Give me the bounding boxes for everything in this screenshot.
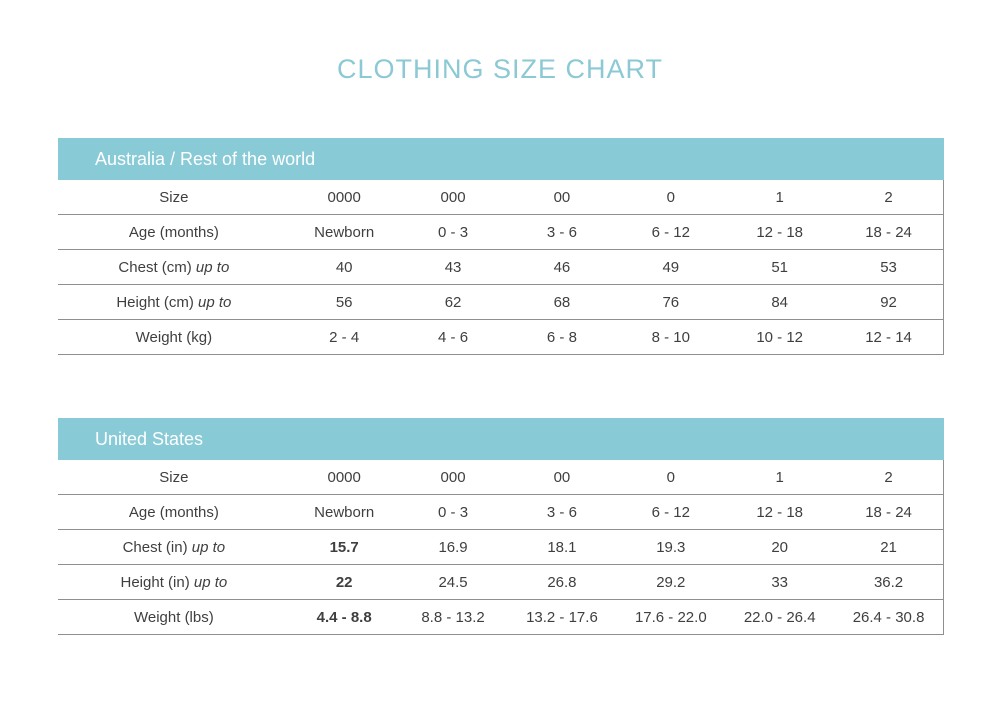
value-cell: 20 (771, 538, 789, 556)
value-cell: 8.8 - 13.2 (421, 608, 485, 626)
table-row: Chest (cm) up to 40 43 46 49 51 53 (58, 250, 943, 285)
value-cell: 56 (335, 293, 353, 311)
value-cell: 92 (880, 293, 897, 311)
value-cell: 6 - 12 (651, 503, 690, 521)
value-cell: 6 - 12 (651, 223, 690, 241)
value-cell: 18.1 (547, 538, 577, 556)
value-cell: 4.4 - 8.8 (316, 608, 372, 626)
value-cell: Newborn (314, 503, 375, 521)
value-cell: 2 (884, 188, 893, 206)
value-cell: 0 - 3 (438, 503, 469, 521)
value-cell: 68 (553, 293, 571, 311)
value-cell: 33 (771, 573, 789, 591)
value-cell: 3 - 6 (546, 503, 577, 521)
value-cell: 22.0 - 26.4 (743, 608, 816, 626)
row-label: Height (in) up to (120, 573, 228, 591)
value-cell: 000 (440, 468, 466, 486)
value-cell: 00 (553, 468, 571, 486)
value-cell: 3 - 6 (546, 223, 577, 241)
value-cell: 6 - 8 (546, 328, 577, 346)
value-cell: 0 (666, 468, 675, 486)
value-cell: 53 (880, 258, 897, 276)
value-cell: Newborn (314, 223, 375, 241)
value-cell: 0 - 3 (438, 223, 469, 241)
table-row: Height (in) up to 22 24.5 26.8 29.2 33 36.2 (58, 565, 943, 600)
row-label: Age (months) (128, 223, 219, 241)
row-label: Chest (in) up to (122, 538, 226, 556)
value-cell: 84 (771, 293, 789, 311)
value-cell: 51 (771, 258, 789, 276)
value-cell: 4 - 6 (438, 328, 469, 346)
table-australia: Australia / Rest of the world Size 0000 00… (58, 138, 944, 355)
value-cell: 46 (553, 258, 571, 276)
value-cell: 12 - 18 (756, 223, 804, 241)
value-cell: 43 (444, 258, 462, 276)
value-cell: 22 (335, 573, 353, 591)
value-cell: 1 (775, 188, 784, 206)
value-cell: 62 (444, 293, 462, 311)
table-row: Size 0000 000 00 0 1 2 (58, 180, 943, 215)
row-label: Weight (kg) (135, 328, 213, 346)
value-cell: 36.2 (873, 573, 904, 591)
region-band-australia: Australia / Rest of the world (58, 138, 944, 180)
row-label: Weight (lbs) (133, 608, 214, 626)
value-cell: 15.7 (329, 538, 359, 556)
table-rows-australia: Size 0000 000 00 0 1 2 Age (months) Newborn 0 - 3… (58, 180, 944, 355)
row-label: Size (159, 468, 189, 486)
row-label: Age (months) (128, 503, 219, 521)
row-label: Chest (cm) up to (118, 258, 230, 276)
region-band-united-states: United States (58, 418, 944, 460)
value-cell: 17.6 - 22.0 (634, 608, 707, 626)
table-row: Weight (lbs) 4.4 - 8.8 8.8 - 13.2 13.2 - 17… (58, 600, 943, 635)
table-row: Weight (kg) 2 - 4 4 - 6 6 - 8 8 - 10 10 - 12 1… (58, 320, 943, 355)
row-label: Size (159, 188, 189, 206)
value-cell: 76 (662, 293, 680, 311)
value-cell: 10 - 12 (756, 328, 804, 346)
value-cell: 2 (884, 468, 893, 486)
value-cell: 13.2 - 17.6 (526, 608, 598, 626)
value-cell: 000 (440, 188, 466, 206)
value-cell: 19.3 (656, 538, 686, 556)
value-cell: 21 (880, 538, 897, 556)
table-row: Age (months) Newborn 0 - 3 3 - 6 6 - 12 12 - … (58, 215, 943, 250)
table-row: Age (months) Newborn 0 - 3 3 - 6 6 - 12 12 - … (58, 495, 943, 530)
value-cell: 26.4 - 30.8 (852, 608, 925, 626)
table-row: Chest (in) up to 15.7 16.9 18.1 19.3 20 21 (58, 530, 943, 565)
value-cell: 40 (335, 258, 353, 276)
value-cell: 16.9 (438, 538, 468, 556)
value-cell: 26.8 (547, 573, 577, 591)
value-cell: 2 - 4 (329, 328, 360, 346)
table-rows-united-states: Size 0000 000 00 0 1 2 Age (months) Newborn 0 - 3… (58, 460, 944, 635)
table-row: Height (cm) up to 56 62 68 76 84 92 (58, 285, 943, 320)
value-cell: 12 - 14 (865, 328, 912, 346)
table-united-states: United States Size 0000 000 00 0 1 2 Age (month… (58, 418, 944, 635)
row-label: Height (cm) up to (116, 293, 232, 311)
value-cell: 00 (553, 188, 571, 206)
page-title: CLOTHING SIZE CHART (336, 54, 664, 84)
value-cell: 0 (666, 188, 675, 206)
table-row: Size 0000 000 00 0 1 2 (58, 460, 943, 495)
value-cell: 0000 (327, 188, 361, 206)
value-cell: 18 - 24 (865, 223, 912, 241)
value-cell: 8 - 10 (651, 328, 690, 346)
value-cell: 24.5 (438, 573, 468, 591)
value-cell: 12 - 18 (756, 503, 804, 521)
value-cell: 0000 (327, 468, 361, 486)
value-cell: 29.2 (656, 573, 686, 591)
value-cell: 49 (662, 258, 680, 276)
value-cell: 1 (775, 468, 784, 486)
value-cell: 18 - 24 (865, 503, 912, 521)
